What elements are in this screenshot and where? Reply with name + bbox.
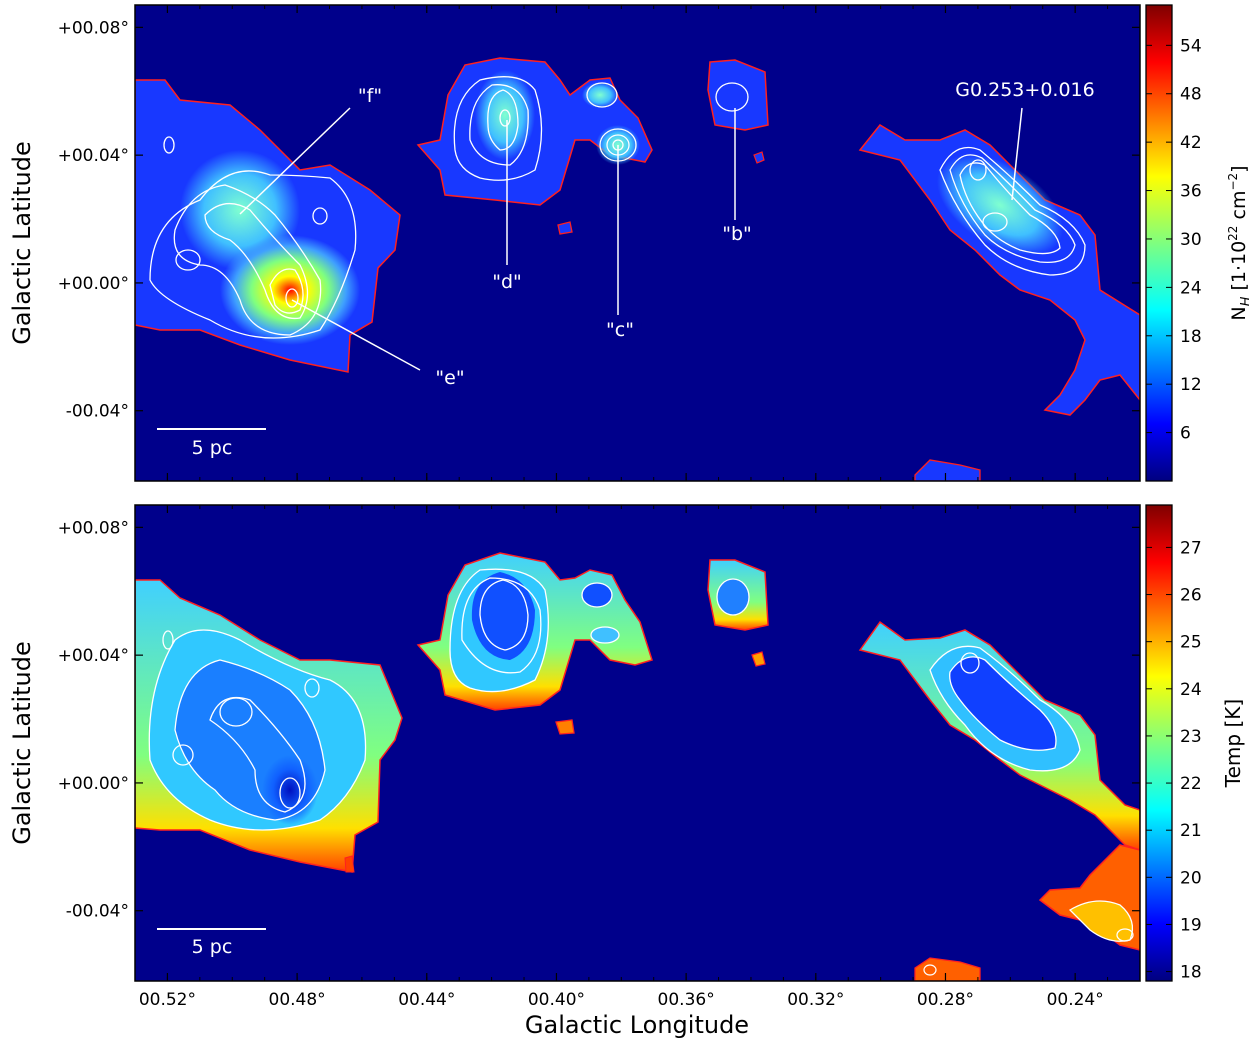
bottom-temperature-map — [135, 552, 1140, 981]
top-y-axis-label: Galactic Latitude — [8, 141, 36, 345]
bottom-panel: +00.08° +00.04° +00.00° -00.04° 00.52° 00.48… — [8, 504, 1245, 1039]
top-column-density-map — [135, 57, 1140, 481]
colorbar-tick-label: 19 — [1180, 915, 1202, 935]
colorbar-tick-label: 18 — [1180, 963, 1202, 983]
colorbar-tick-label: 24 — [1180, 680, 1202, 700]
colorbar-tick-label: 26 — [1180, 586, 1202, 606]
colorbar-tick-label: 27 — [1180, 538, 1202, 558]
x-tick-label: 00.36° — [658, 990, 715, 1010]
top-colorbar-label: NH [1·1022 cm−2] — [1226, 165, 1249, 320]
top-scale-bar-label: 5 pc — [192, 437, 233, 459]
y-tick-label: +00.04° — [58, 146, 129, 166]
x-tick-label: 00.48° — [269, 990, 326, 1010]
colorbar-tick-label: 6 — [1180, 424, 1191, 444]
colorbar-tick-label: 12 — [1180, 375, 1202, 395]
y-tick-label: -00.04° — [66, 902, 129, 922]
x-axis-label: Galactic Longitude — [525, 1011, 749, 1039]
bottom-scale-bar-label: 5 pc — [192, 936, 233, 958]
x-tick-label: 00.24° — [1047, 990, 1104, 1010]
annotation-label: "d" — [492, 271, 522, 293]
y-tick-label: +00.04° — [58, 646, 129, 666]
cloud-b — [707, 59, 769, 131]
top-colorbar-ticks: 54 48 42 36 30 24 18 12 6 — [1146, 36, 1202, 444]
top-panel-frame — [134, 4, 1141, 482]
y-tick-label: -00.04° — [66, 402, 129, 422]
top-x-ticks — [134, 5, 1109, 481]
bottom-panel-frame — [134, 504, 1141, 982]
annotation-label: G0.253+0.016 — [955, 79, 1094, 101]
x-tick-label: 00.32° — [787, 990, 844, 1010]
x-tick-label: 00.28° — [917, 990, 974, 1010]
colorbar-tick-label: 25 — [1180, 633, 1202, 653]
colorbar-tick-label: 36 — [1180, 182, 1202, 202]
colorbar-tick-label: 30 — [1180, 230, 1202, 250]
annotation-label: "f" — [358, 85, 382, 107]
cloud-g0253 — [858, 124, 1140, 416]
y-tick-label: +00.08° — [58, 18, 129, 38]
colorbar-tick-label: 42 — [1180, 133, 1202, 153]
y-tick-label: +00.00° — [58, 774, 129, 794]
x-tick-label: 00.52° — [139, 990, 196, 1010]
annotation-label: "b" — [722, 223, 752, 245]
bottom-colorbar-ticks: 27 26 25 24 23 22 21 20 19 18 — [1146, 538, 1202, 983]
bottom-y-ticks: +00.08° +00.04° +00.00° -00.04° — [58, 518, 1140, 922]
bottom-colorbar — [1145, 504, 1173, 982]
top-panel: "f""e""d""c""b"G0.253+0.016 +00.08°+00.0… — [8, 4, 1249, 482]
x-tick-label: 00.40° — [528, 990, 585, 1010]
colorbar-tick-label: 48 — [1180, 85, 1202, 105]
colorbar-tick-label: 20 — [1180, 868, 1202, 888]
annotation-label: "e" — [435, 367, 464, 389]
annotation-label: "c" — [606, 319, 634, 341]
bottom-y-axis-label: Galactic Latitude — [8, 641, 36, 845]
colorbar-tick-label: 21 — [1180, 821, 1202, 841]
bottom-x-ticks: 00.52° 00.48° 00.44° 00.40° 00.36° 00.32° 00.2… — [134, 505, 1109, 1010]
y-tick-label: +00.08° — [58, 518, 129, 538]
y-tick-label: +00.00° — [58, 274, 129, 294]
colorbar-tick-label: 54 — [1180, 36, 1202, 56]
contour-west-1 — [149, 170, 357, 339]
top-colorbar — [1145, 4, 1173, 482]
colorbar-tick-label: 22 — [1180, 774, 1202, 794]
top-annotations: "f" "e" "d" "c" "b" G0.253+0.016 — [358, 79, 1095, 389]
top-y-ticks: +00.08° +00.04° +00.00° -00.04° — [58, 18, 1140, 422]
x-tick-label: 00.44° — [398, 990, 455, 1010]
colorbar-tick-label: 18 — [1180, 327, 1202, 347]
colorbar-tick-label: 24 — [1180, 278, 1202, 298]
colorbar-tick-label: 23 — [1180, 727, 1202, 747]
bottom-colorbar-label: Temp [K] — [1221, 699, 1245, 788]
